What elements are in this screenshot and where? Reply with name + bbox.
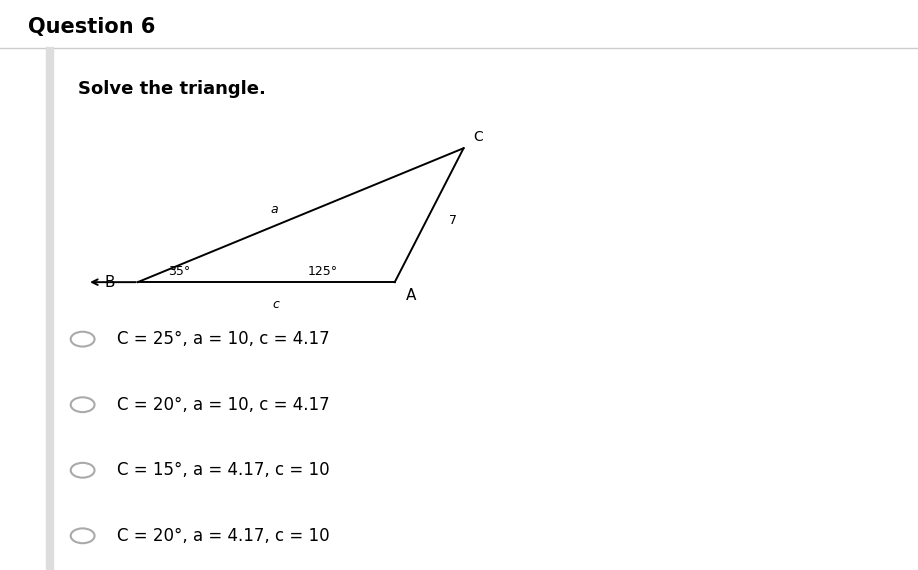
Text: B: B (105, 275, 115, 290)
Text: C = 15°, a = 4.17, c = 10: C = 15°, a = 4.17, c = 10 (117, 461, 330, 479)
Text: Question 6: Question 6 (28, 17, 155, 37)
Text: C: C (473, 129, 483, 144)
Text: 35°: 35° (168, 264, 190, 278)
Text: A: A (406, 288, 416, 303)
Text: C = 25°, a = 10, c = 4.17: C = 25°, a = 10, c = 4.17 (117, 330, 330, 348)
Text: C = 20°, a = 4.17, c = 10: C = 20°, a = 4.17, c = 10 (117, 527, 330, 545)
Text: Solve the triangle.: Solve the triangle. (78, 80, 266, 98)
Text: C = 20°, a = 10, c = 4.17: C = 20°, a = 10, c = 4.17 (117, 396, 330, 414)
Text: c: c (272, 298, 279, 311)
Text: 125°: 125° (308, 264, 338, 278)
Text: a: a (270, 203, 277, 216)
Text: 7: 7 (450, 214, 457, 227)
